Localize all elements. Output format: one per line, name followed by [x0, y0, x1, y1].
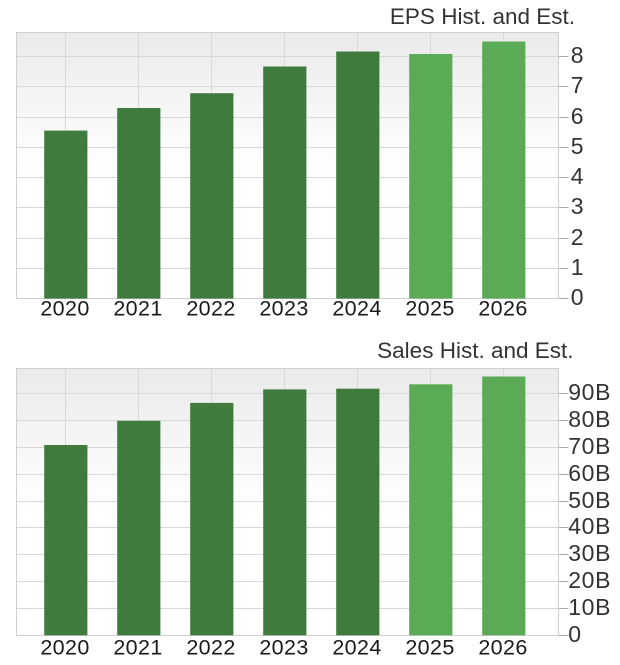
svg-text:EPS Hist. and Est.: EPS Hist. and Est. [390, 4, 575, 29]
svg-text:2: 2 [571, 224, 585, 250]
svg-text:2021: 2021 [113, 297, 162, 321]
svg-text:8: 8 [571, 42, 585, 68]
svg-text:2025: 2025 [405, 635, 454, 659]
svg-text:20B: 20B [568, 567, 611, 593]
svg-text:7: 7 [571, 72, 585, 98]
svg-text:2024: 2024 [332, 297, 381, 321]
svg-text:0: 0 [568, 621, 582, 647]
svg-text:2021: 2021 [113, 635, 162, 659]
svg-text:2023: 2023 [259, 635, 308, 659]
svg-text:30B: 30B [568, 540, 611, 566]
svg-text:0: 0 [571, 284, 585, 310]
svg-text:2022: 2022 [186, 297, 235, 321]
svg-text:2026: 2026 [478, 297, 527, 321]
svg-text:2023: 2023 [259, 297, 308, 321]
svg-text:1: 1 [571, 254, 585, 280]
svg-text:6: 6 [571, 103, 585, 129]
svg-text:2020: 2020 [40, 635, 89, 659]
svg-text:40B: 40B [568, 513, 611, 539]
svg-text:10B: 10B [568, 594, 611, 620]
svg-text:4: 4 [571, 163, 585, 189]
svg-text:60B: 60B [568, 460, 611, 486]
svg-text:Sales Hist. and Est.: Sales Hist. and Est. [377, 338, 573, 363]
svg-text:2026: 2026 [478, 635, 527, 659]
svg-text:5: 5 [571, 133, 585, 159]
svg-text:2024: 2024 [332, 635, 381, 659]
svg-text:2020: 2020 [40, 297, 89, 321]
svg-text:50B: 50B [568, 487, 611, 513]
svg-text:70B: 70B [568, 433, 611, 459]
svg-text:90B: 90B [568, 379, 611, 405]
svg-text:2025: 2025 [405, 297, 454, 321]
svg-text:80B: 80B [568, 406, 611, 432]
svg-text:2022: 2022 [186, 635, 235, 659]
svg-text:3: 3 [571, 193, 585, 219]
